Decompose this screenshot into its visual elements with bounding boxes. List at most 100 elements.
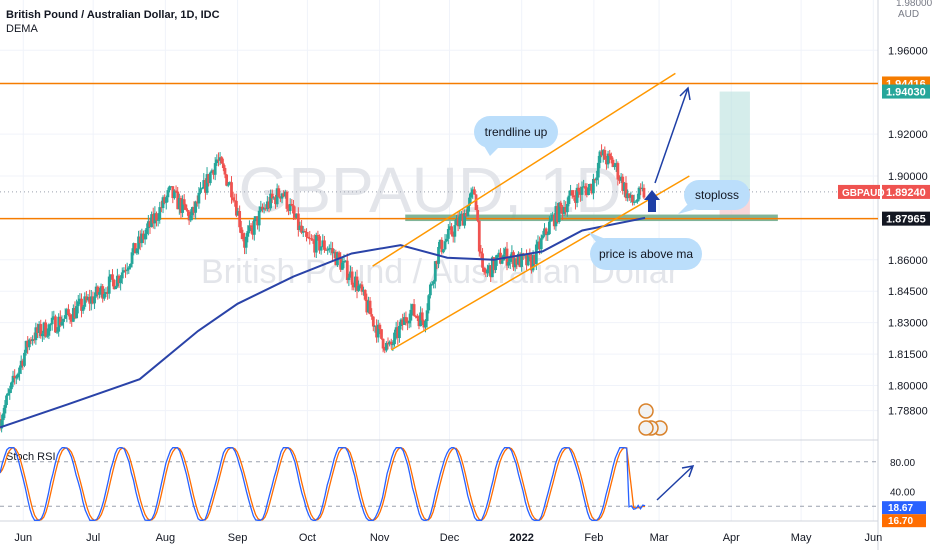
candle-body [143, 233, 147, 240]
candle-body [305, 231, 308, 237]
arrow-head-icon [681, 465, 695, 478]
candle-body [487, 265, 491, 270]
candle-body [249, 225, 253, 228]
candle-body [54, 316, 57, 333]
candle-body [164, 197, 168, 203]
candle-body [402, 317, 406, 325]
candle-body [212, 170, 215, 175]
candle-body [300, 225, 303, 233]
time-tick-label: May [791, 532, 812, 544]
candle-body [13, 375, 17, 378]
candle-body [99, 286, 103, 292]
candle-body [70, 319, 74, 322]
candle-body [626, 193, 630, 199]
candle-body [500, 260, 504, 264]
price-axis-top-partial: 1.98000 [896, 0, 932, 9]
candle-body [603, 150, 607, 160]
candle-body [62, 318, 65, 322]
candle-body [161, 197, 165, 209]
candle-body [396, 327, 400, 339]
candle-body [596, 162, 600, 178]
candle-body [546, 234, 550, 236]
candle-body [225, 174, 229, 186]
candle-body [18, 367, 21, 374]
candle-body [440, 239, 444, 253]
candle-body [96, 286, 100, 295]
candle-body [391, 344, 395, 346]
candle-body [282, 193, 286, 197]
price-tick-label: 1.84500 [888, 286, 928, 298]
candle-body [230, 182, 233, 198]
candle-body [544, 228, 548, 235]
candle-body [466, 205, 470, 217]
candle-body [265, 201, 269, 210]
candle-body [443, 241, 447, 250]
time-tick-label: Jun [864, 532, 882, 544]
candle-body [151, 214, 155, 224]
event-flag-icon[interactable] [638, 403, 654, 419]
candle-body [349, 271, 352, 278]
candle-body [117, 275, 121, 284]
candle-body [125, 269, 129, 271]
candle-body [21, 360, 25, 366]
candle-body [138, 236, 142, 244]
candle-body [616, 163, 620, 180]
candle-body [388, 341, 392, 345]
dema-line [0, 216, 646, 429]
candle-body [112, 279, 116, 290]
candle-body [111, 274, 114, 280]
candle-body [190, 207, 194, 216]
candle-body [50, 317, 54, 325]
candle-body [76, 301, 80, 307]
candle-body [389, 341, 393, 345]
candle-body [577, 187, 581, 192]
candle-body [606, 153, 610, 165]
candle-body [91, 296, 95, 304]
candle-body [119, 278, 123, 284]
candle-body [510, 252, 514, 258]
candle-body [31, 339, 35, 342]
candle-body [355, 276, 359, 291]
candle-body [221, 163, 225, 168]
candle-body [512, 252, 515, 268]
event-flag-icon[interactable] [638, 420, 654, 436]
candle-body [562, 207, 566, 214]
candle-body [580, 186, 584, 195]
candle-body [83, 296, 87, 307]
candle-body [267, 201, 271, 209]
candle-body [622, 182, 626, 191]
candle-body [270, 193, 274, 199]
candle-body [556, 206, 559, 223]
candle-body [549, 218, 553, 222]
callout-ma-bg [590, 238, 702, 270]
candle-body [239, 227, 243, 234]
candle-body [368, 300, 372, 315]
candle-body [166, 190, 170, 198]
candle-body [326, 249, 330, 251]
candle-body [345, 260, 349, 280]
candle-body [88, 297, 92, 304]
candle-body [471, 189, 475, 193]
candle-body [461, 213, 465, 226]
candle-body [367, 300, 370, 313]
candle-body [608, 153, 612, 156]
candle-body [217, 159, 220, 161]
price-tick-label: 1.83000 [888, 318, 928, 330]
candle-body [551, 214, 555, 219]
candle-body [200, 188, 204, 190]
candle-body [479, 251, 483, 254]
indicator-title: DEMA [6, 23, 38, 35]
candle-body [215, 159, 219, 164]
candle-body [156, 219, 160, 221]
candle-body [155, 213, 158, 221]
candle-body [8, 389, 12, 394]
candle-body [569, 190, 572, 196]
candle-body [600, 151, 603, 156]
candle-body [246, 231, 250, 237]
candle-body [459, 213, 463, 217]
candle-body [445, 238, 449, 242]
candle-body [497, 252, 501, 255]
candle-body [453, 225, 457, 237]
candle-body [380, 329, 383, 339]
